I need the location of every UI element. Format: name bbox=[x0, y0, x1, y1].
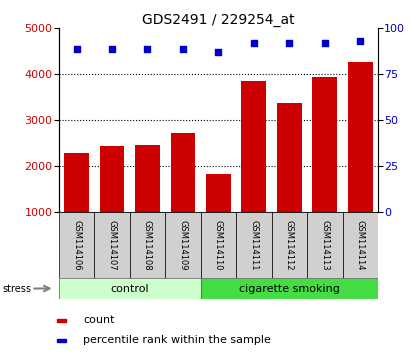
Point bbox=[215, 50, 222, 55]
Text: count: count bbox=[83, 315, 115, 325]
Bar bbox=[241, 81, 266, 212]
Text: GSM114109: GSM114109 bbox=[178, 220, 187, 270]
Bar bbox=[57, 339, 66, 342]
Bar bbox=[277, 103, 302, 212]
Bar bbox=[201, 212, 236, 278]
Text: control: control bbox=[110, 284, 149, 293]
Text: stress: stress bbox=[2, 284, 31, 293]
Point bbox=[109, 46, 116, 51]
Point bbox=[144, 46, 151, 51]
Text: GSM114106: GSM114106 bbox=[72, 220, 81, 270]
Bar bbox=[135, 145, 160, 212]
Bar bbox=[100, 146, 124, 212]
Bar bbox=[130, 212, 165, 278]
Bar bbox=[165, 212, 201, 278]
Bar bbox=[64, 153, 89, 212]
Text: GSM114108: GSM114108 bbox=[143, 220, 152, 270]
Point bbox=[357, 38, 364, 44]
Bar bbox=[343, 212, 378, 278]
Title: GDS2491 / 229254_at: GDS2491 / 229254_at bbox=[142, 13, 295, 27]
Text: cigarette smoking: cigarette smoking bbox=[239, 284, 340, 293]
Point bbox=[73, 46, 80, 51]
Text: GSM114111: GSM114111 bbox=[249, 220, 258, 270]
Bar bbox=[348, 62, 373, 212]
Point bbox=[250, 40, 257, 46]
Bar bbox=[57, 319, 66, 322]
Point bbox=[180, 46, 186, 51]
Bar bbox=[201, 278, 378, 299]
Text: GSM114114: GSM114114 bbox=[356, 220, 365, 270]
Text: GSM114113: GSM114113 bbox=[320, 220, 329, 270]
Text: GSM114107: GSM114107 bbox=[108, 220, 116, 270]
Text: GSM114110: GSM114110 bbox=[214, 220, 223, 270]
Point bbox=[321, 40, 328, 46]
Bar bbox=[171, 133, 195, 212]
Text: percentile rank within the sample: percentile rank within the sample bbox=[83, 335, 271, 346]
Bar bbox=[206, 174, 231, 212]
Text: GSM114112: GSM114112 bbox=[285, 220, 294, 270]
Bar bbox=[272, 212, 307, 278]
Bar bbox=[59, 278, 201, 299]
Point bbox=[286, 40, 293, 46]
Bar bbox=[307, 212, 343, 278]
Bar bbox=[312, 77, 337, 212]
Bar bbox=[59, 212, 94, 278]
Bar bbox=[94, 212, 130, 278]
Bar bbox=[236, 212, 272, 278]
